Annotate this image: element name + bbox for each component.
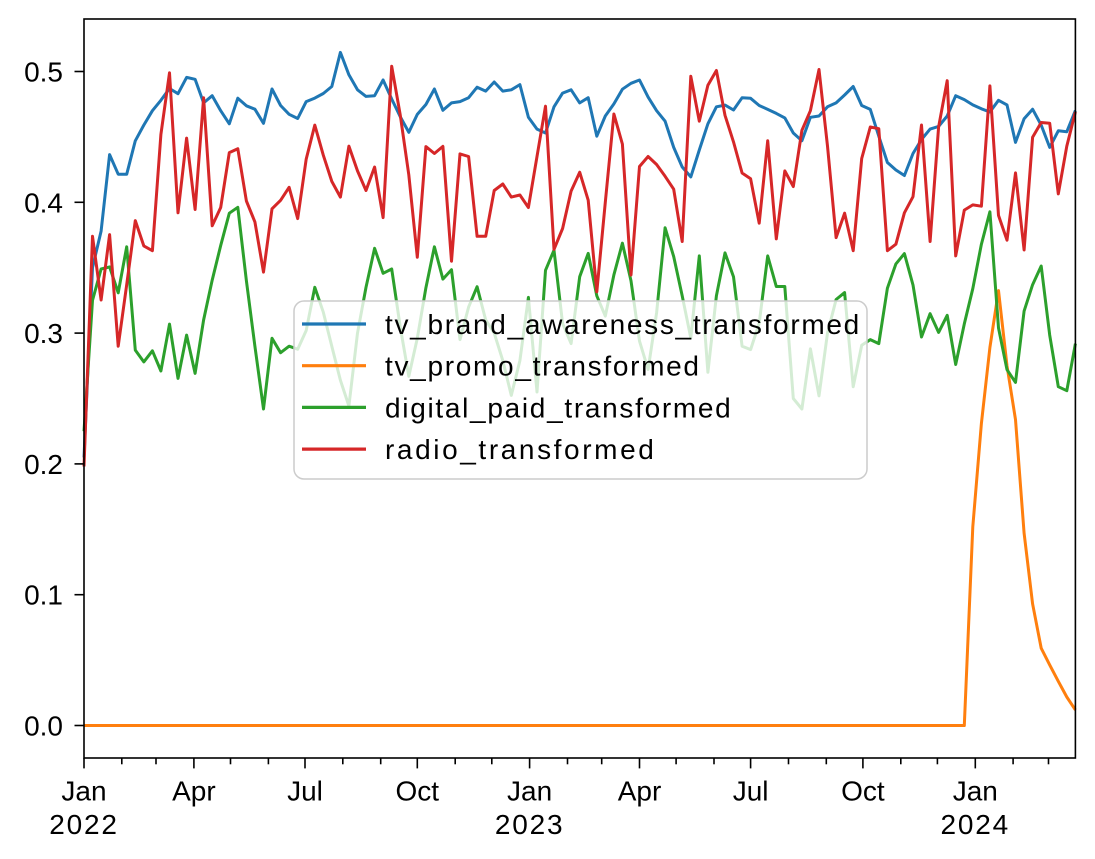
- svg-text:Jan: Jan: [61, 776, 106, 807]
- svg-text:0.0: 0.0: [24, 711, 63, 742]
- svg-text:2024: 2024: [941, 809, 1011, 840]
- svg-text:radio_transformed: radio_transformed: [385, 434, 656, 465]
- svg-text:Jan: Jan: [507, 776, 552, 807]
- svg-text:Jan: Jan: [953, 776, 998, 807]
- svg-text:Apr: Apr: [618, 776, 662, 807]
- svg-text:0.4: 0.4: [24, 187, 63, 218]
- svg-text:0.1: 0.1: [24, 580, 63, 611]
- svg-text:digital_paid_transformed: digital_paid_transformed: [385, 392, 732, 423]
- svg-text:Oct: Oct: [396, 776, 440, 807]
- svg-text:tv_brand_awareness_transformed: tv_brand_awareness_transformed: [385, 309, 861, 340]
- svg-text:Jul: Jul: [733, 776, 769, 807]
- svg-text:2022: 2022: [49, 809, 119, 840]
- svg-text:0.2: 0.2: [24, 449, 63, 480]
- svg-text:Apr: Apr: [172, 776, 216, 807]
- svg-text:Oct: Oct: [841, 776, 885, 807]
- svg-text:tv_promo_transformed: tv_promo_transformed: [385, 351, 701, 382]
- svg-text:2023: 2023: [495, 809, 565, 840]
- svg-text:Jul: Jul: [287, 776, 323, 807]
- svg-text:0.3: 0.3: [24, 318, 63, 349]
- svg-text:0.5: 0.5: [24, 57, 63, 88]
